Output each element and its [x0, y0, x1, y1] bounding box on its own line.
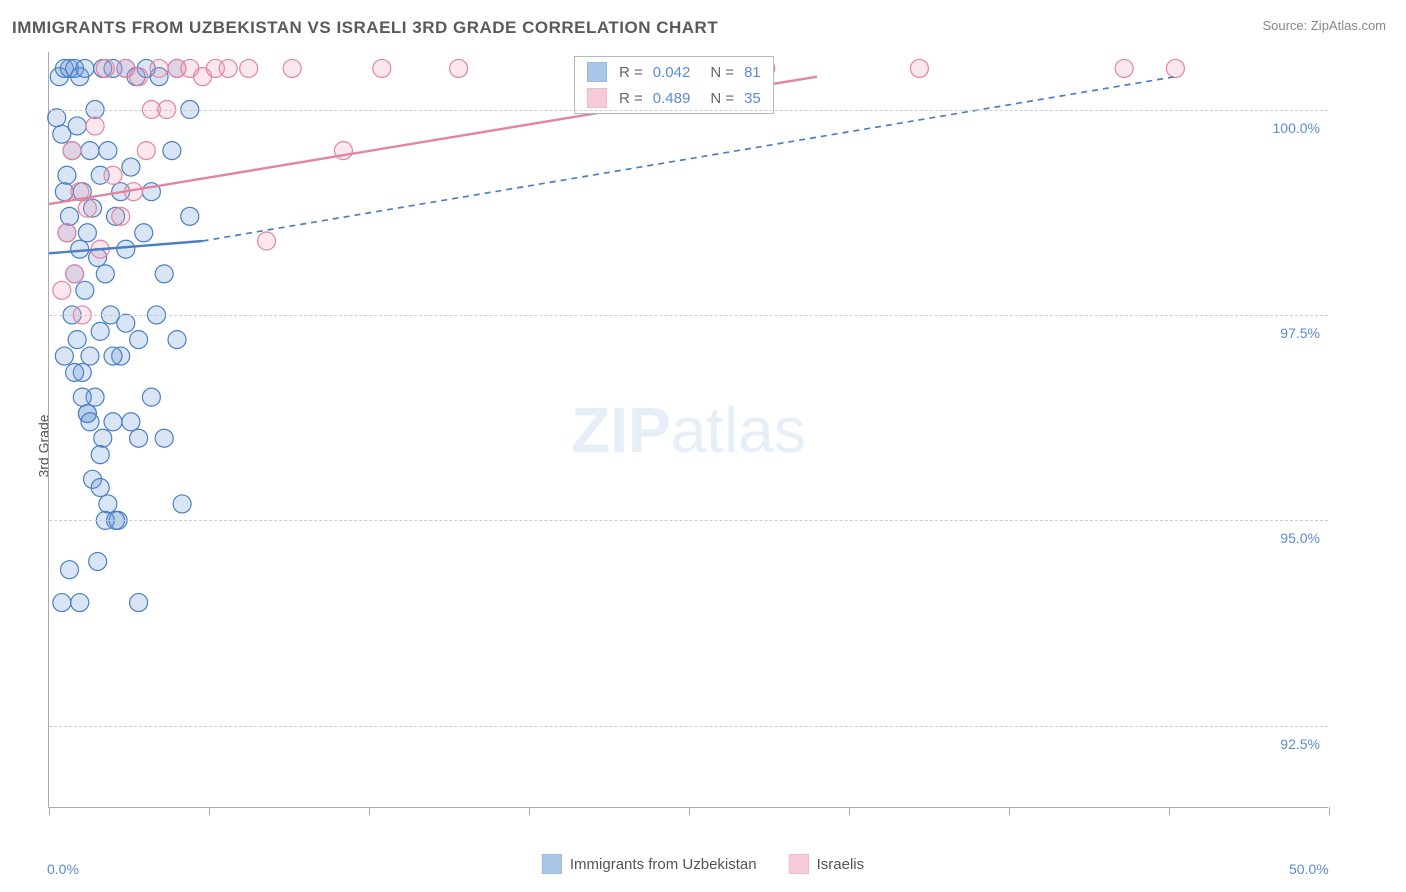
- x-tick: [1329, 807, 1330, 815]
- source-attribution: Source: ZipAtlas.com: [1262, 18, 1386, 33]
- r-label: R =: [619, 64, 643, 81]
- x-tick: [1009, 807, 1010, 815]
- chart-title: IMMIGRANTS FROM UZBEKISTAN VS ISRAELI 3R…: [12, 18, 718, 38]
- y-tick-label: 97.5%: [1280, 325, 1320, 341]
- r-value-series-1: 0.489: [653, 90, 691, 107]
- plot-area: ZIPatlas R = 0.042 N = 81 R = 0.489 N = …: [48, 52, 1328, 808]
- x-tick-label: 0.0%: [47, 861, 79, 877]
- gridline-h: [49, 726, 1328, 727]
- chart-svg: [49, 52, 1328, 807]
- n-label: N =: [710, 64, 734, 81]
- series-legend: Immigrants from Uzbekistan Israelis: [542, 854, 864, 874]
- n-value-series-1: 35: [744, 90, 761, 107]
- legend-swatch-icon: [542, 854, 562, 874]
- x-tick: [49, 807, 50, 815]
- legend-item-series-1: Israelis: [789, 854, 865, 874]
- r-value-series-0: 0.042: [653, 64, 691, 81]
- legend-label-series-0: Immigrants from Uzbekistan: [570, 856, 757, 873]
- gridline-h: [49, 315, 1328, 316]
- legend-swatch-series-1: [587, 88, 607, 108]
- x-tick: [1169, 807, 1170, 815]
- correlation-legend: R = 0.042 N = 81 R = 0.489 N = 35: [574, 56, 774, 114]
- x-tick-label: 50.0%: [1289, 861, 1329, 877]
- x-tick: [529, 807, 530, 815]
- x-tick: [369, 807, 370, 815]
- chart-container: IMMIGRANTS FROM UZBEKISTAN VS ISRAELI 3R…: [0, 0, 1406, 892]
- legend-row-series-0: R = 0.042 N = 81: [575, 59, 773, 85]
- n-label: N =: [710, 90, 734, 107]
- legend-swatch-icon: [789, 854, 809, 874]
- y-tick-label: 92.5%: [1280, 736, 1320, 752]
- legend-label-series-1: Israelis: [817, 856, 865, 873]
- legend-row-series-1: R = 0.489 N = 35: [575, 85, 773, 111]
- legend-item-series-0: Immigrants from Uzbekistan: [542, 854, 757, 874]
- y-tick-label: 100.0%: [1273, 120, 1320, 136]
- r-label: R =: [619, 90, 643, 107]
- x-tick: [689, 807, 690, 815]
- y-tick-label: 95.0%: [1280, 530, 1320, 546]
- n-value-series-0: 81: [744, 64, 761, 81]
- gridline-h: [49, 110, 1328, 111]
- x-tick: [209, 807, 210, 815]
- legend-swatch-series-0: [587, 62, 607, 82]
- x-tick: [849, 807, 850, 815]
- gridline-h: [49, 520, 1328, 521]
